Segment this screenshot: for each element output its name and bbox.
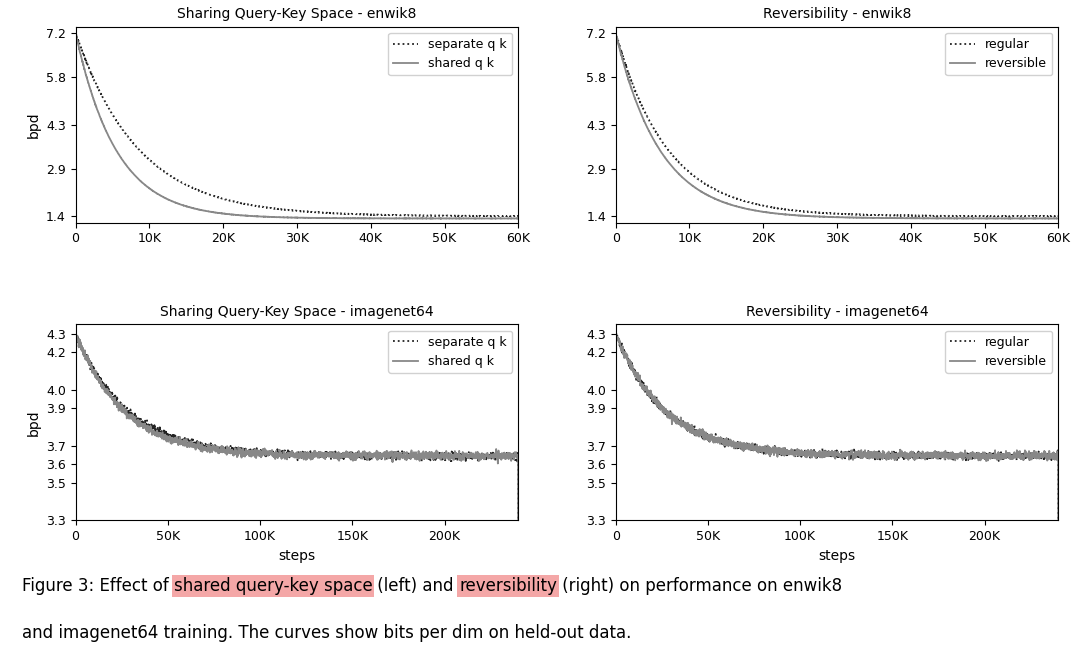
separate q k (400, 454, 413, 462)
shared q k (239, 451, 252, 459)
shared q k (456, 214, 469, 222)
regular (798, 207, 811, 215)
Text: reversibility: reversibility (459, 577, 557, 595)
reversible (779, 446, 792, 454)
shared q k (503, 215, 516, 223)
shared q k (512, 215, 525, 223)
X-axis label: steps: steps (819, 548, 855, 562)
Line: shared q k: shared q k (76, 335, 518, 667)
shared q k (70, 331, 83, 339)
regular (1052, 212, 1065, 220)
Line: separate q k: separate q k (76, 335, 518, 667)
Title: Sharing Query-Key Space - enwik8: Sharing Query-Key Space - enwik8 (177, 7, 417, 21)
shared q k (146, 187, 159, 195)
reversible (996, 214, 1009, 222)
reversible (609, 654, 622, 662)
separate q k (239, 446, 252, 454)
reversible (660, 155, 673, 163)
Legend: regular, reversible: regular, reversible (945, 331, 1052, 373)
regular (610, 329, 623, 337)
reversible (609, 330, 622, 338)
regular (875, 452, 888, 460)
regular (996, 212, 1009, 220)
reversible (897, 452, 910, 460)
regular (779, 444, 792, 452)
Text: (right) on performance on enwik8: (right) on performance on enwik8 (557, 577, 842, 595)
reversible (609, 29, 622, 37)
regular (609, 653, 622, 661)
regular (609, 29, 622, 37)
regular (609, 29, 622, 37)
Text: and imagenet64 training. The curves show bits per dim on held-out data.: and imagenet64 training. The curves show… (22, 624, 631, 642)
shared q k (258, 213, 271, 221)
regular (940, 451, 953, 459)
Line: shared q k: shared q k (76, 33, 518, 219)
reversible (991, 215, 1004, 223)
Y-axis label: bpd: bpd (26, 111, 40, 138)
Legend: separate q k, shared q k: separate q k, shared q k (389, 33, 512, 75)
separate q k (504, 212, 517, 220)
separate q k (503, 212, 516, 220)
Legend: regular, reversible: regular, reversible (945, 33, 1052, 75)
reversible (686, 181, 699, 189)
X-axis label: steps: steps (279, 548, 315, 562)
Line: regular: regular (616, 333, 1058, 667)
regular (897, 454, 910, 462)
Title: Sharing Query-Key Space - imagenet64: Sharing Query-Key Space - imagenet64 (160, 305, 434, 319)
shared q k (120, 161, 133, 169)
separate q k (433, 450, 446, 458)
shared q k (433, 452, 446, 460)
reversible (1043, 214, 1056, 222)
separate q k (120, 131, 133, 139)
shared q k (239, 211, 252, 219)
shared q k (511, 215, 524, 223)
separate q k (512, 212, 525, 220)
Line: reversible: reversible (616, 33, 1058, 219)
separate q k (258, 203, 271, 211)
regular (1043, 212, 1056, 220)
reversible (973, 452, 986, 460)
reversible (1052, 215, 1065, 223)
separate q k (335, 450, 348, 458)
Text: Figure 3: Effect of: Figure 3: Effect of (22, 577, 174, 595)
separate q k (150, 428, 163, 436)
separate q k (70, 331, 83, 339)
regular (779, 205, 792, 213)
shared q k (335, 453, 348, 461)
separate q k (69, 29, 82, 37)
separate q k (357, 452, 370, 460)
reversible (875, 452, 888, 460)
reversible (690, 432, 703, 440)
Line: separate q k: separate q k (76, 32, 518, 216)
shared q k (69, 30, 82, 38)
separate q k (456, 212, 469, 220)
reversible (940, 452, 953, 460)
shared q k (150, 428, 163, 436)
Line: reversible: reversible (616, 334, 1058, 667)
separate q k (69, 650, 82, 658)
reversible (779, 210, 792, 218)
regular (686, 171, 699, 179)
regular (1047, 212, 1059, 220)
Text: (left) and: (left) and (373, 577, 459, 595)
Title: Reversibility - imagenet64: Reversibility - imagenet64 (745, 305, 929, 319)
separate q k (69, 28, 82, 36)
regular (973, 454, 986, 462)
separate q k (239, 200, 252, 208)
regular (690, 428, 703, 436)
shared q k (69, 654, 82, 662)
Title: Reversibility - enwik8: Reversibility - enwik8 (762, 7, 912, 21)
Y-axis label: bpd: bpd (26, 409, 40, 436)
separate q k (146, 159, 159, 167)
shared q k (400, 452, 413, 460)
Legend: separate q k, shared q k: separate q k, shared q k (389, 331, 512, 373)
Line: regular: regular (616, 33, 1058, 216)
regular (660, 143, 673, 151)
reversible (798, 212, 811, 220)
shared q k (69, 29, 82, 37)
shared q k (357, 451, 370, 459)
Text: shared query-key space: shared query-key space (174, 577, 373, 595)
